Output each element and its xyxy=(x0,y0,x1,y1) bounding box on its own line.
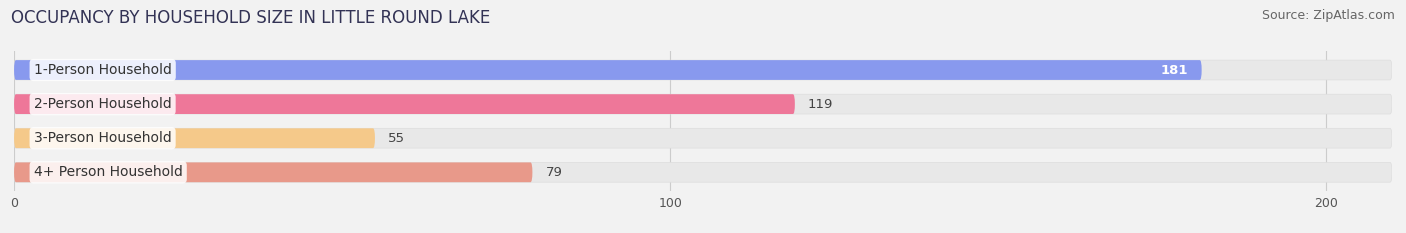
Text: 181: 181 xyxy=(1161,64,1188,76)
FancyBboxPatch shape xyxy=(14,94,794,114)
FancyBboxPatch shape xyxy=(14,162,1392,182)
FancyBboxPatch shape xyxy=(14,60,1202,80)
Text: 55: 55 xyxy=(388,132,405,145)
FancyBboxPatch shape xyxy=(14,128,375,148)
Text: 2-Person Household: 2-Person Household xyxy=(34,97,172,111)
FancyBboxPatch shape xyxy=(14,60,1392,80)
Text: 3-Person Household: 3-Person Household xyxy=(34,131,172,145)
Text: OCCUPANCY BY HOUSEHOLD SIZE IN LITTLE ROUND LAKE: OCCUPANCY BY HOUSEHOLD SIZE IN LITTLE RO… xyxy=(11,9,491,27)
FancyBboxPatch shape xyxy=(14,94,1392,114)
Text: 4+ Person Household: 4+ Person Household xyxy=(34,165,183,179)
Text: Source: ZipAtlas.com: Source: ZipAtlas.com xyxy=(1261,9,1395,22)
Text: 79: 79 xyxy=(546,166,562,179)
Text: 119: 119 xyxy=(808,98,834,111)
Text: 1-Person Household: 1-Person Household xyxy=(34,63,172,77)
FancyBboxPatch shape xyxy=(14,128,1392,148)
FancyBboxPatch shape xyxy=(14,162,533,182)
